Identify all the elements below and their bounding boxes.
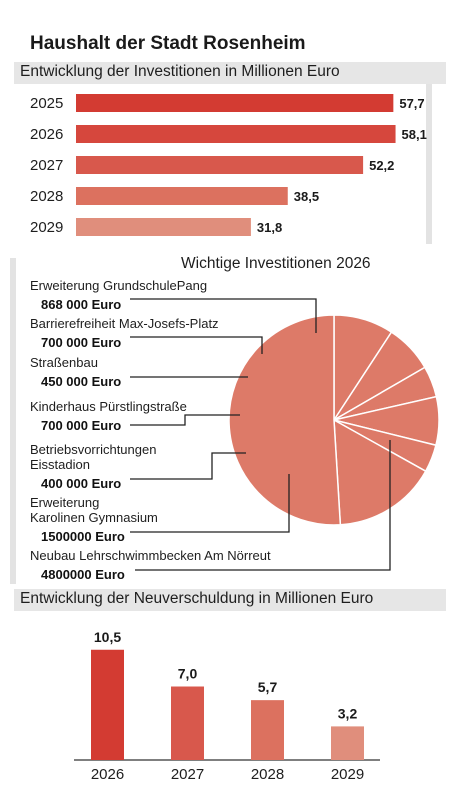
investment-bar-2026	[76, 125, 396, 143]
investment-chart-title: Entwicklung der Investitionen in Million…	[20, 63, 340, 80]
year-label-2026: 2026	[30, 126, 63, 143]
debt-bar-2027	[171, 686, 204, 760]
pie-chart-title: Wichtige Investitionen 2026	[181, 255, 371, 272]
pie-label-6-line-1: Erweiterung	[30, 495, 100, 510]
pie-amount-4: 700 000 Euro	[41, 418, 122, 433]
investment-bar-2025	[76, 94, 394, 112]
pie-label-7-line-1: Neubau Lehrschwimmbecken Am Nörreut	[30, 548, 271, 563]
investment-bar-chart: 2025 57,7 2026 58,1 2027 52,2 2028 38,5 2029 31,8	[30, 94, 427, 236]
investment-value-2029: 31,8	[257, 220, 282, 235]
pie-amount-5: 400 000 Euro	[41, 476, 122, 491]
investment-value-2028: 38,5	[294, 189, 319, 204]
debt-value-2029: 3,2	[338, 705, 358, 721]
debt-bar-2026	[91, 649, 124, 760]
investment-frame-right	[426, 84, 432, 244]
pie-band-mask	[176, 254, 432, 276]
investment-bar-2029	[76, 218, 251, 236]
pie-label-3-line-1: Straßenbau	[30, 355, 98, 370]
investment-pie-chart	[130, 298, 440, 571]
leader-line-6	[130, 474, 290, 533]
pie-amount-6: 1500000 Euro	[41, 529, 125, 544]
debt-year-2027: 2027	[171, 766, 204, 783]
pie-label-4-line-1: Kinderhaus Pürstlingstraße	[30, 399, 187, 414]
leader-line-2	[130, 336, 263, 354]
investment-value-2027: 52,2	[369, 158, 394, 173]
debt-year-2029: 2029	[331, 766, 364, 783]
debt-chart-title: Entwicklung der Neuverschuldung in Milli…	[20, 590, 374, 607]
investment-band	[14, 62, 446, 84]
investment-value-2026: 58,1	[402, 127, 427, 142]
pie-amount-3: 450 000 Euro	[41, 374, 122, 389]
debt-value-2027: 7,0	[178, 666, 198, 682]
leader-line-4	[130, 414, 240, 426]
pie-amount-2: 700 000 Euro	[41, 335, 122, 350]
pie-frame-left	[10, 258, 16, 584]
year-label-2025: 2025	[30, 95, 63, 112]
year-label-2027: 2027	[30, 157, 63, 174]
pie-label-5-line-1: Betriebsvorrichtungen	[30, 442, 157, 457]
pie-label-5-line-2: Eisstadion	[30, 457, 90, 472]
year-label-2028: 2028	[30, 188, 63, 205]
year-label-2029: 2029	[30, 219, 63, 236]
pie-slice-7	[228, 314, 342, 526]
pie-label-6-line-2: Karolinen Gymnasium	[30, 510, 158, 525]
pie-amount-1: 868 000 Euro	[41, 297, 122, 312]
pie-label-2-line-1: Barrierefreiheit Max-Josefs-Platz	[30, 316, 219, 331]
debt-value-2028: 5,7	[258, 679, 278, 695]
leader-line-1	[130, 298, 317, 333]
investment-bar-2027	[76, 156, 364, 174]
debt-bar-2029	[331, 726, 364, 760]
debt-year-2028: 2028	[251, 766, 284, 783]
investment-value-2025: 57,7	[399, 96, 424, 111]
debt-band	[14, 589, 446, 611]
leader-line-7	[135, 440, 391, 571]
page-title: Haushalt der Stadt Rosenheim	[30, 33, 306, 54]
investment-bar-2028	[76, 187, 288, 205]
pie-amount-7: 4800000 Euro	[41, 567, 125, 582]
leader-line-5	[130, 452, 246, 480]
pie-label-1-line-1: Erweiterung GrundschulePang	[30, 278, 208, 293]
debt-year-2026: 2026	[91, 766, 124, 783]
debt-value-2026: 10,5	[94, 629, 121, 645]
debt-bar-2028	[251, 700, 284, 760]
